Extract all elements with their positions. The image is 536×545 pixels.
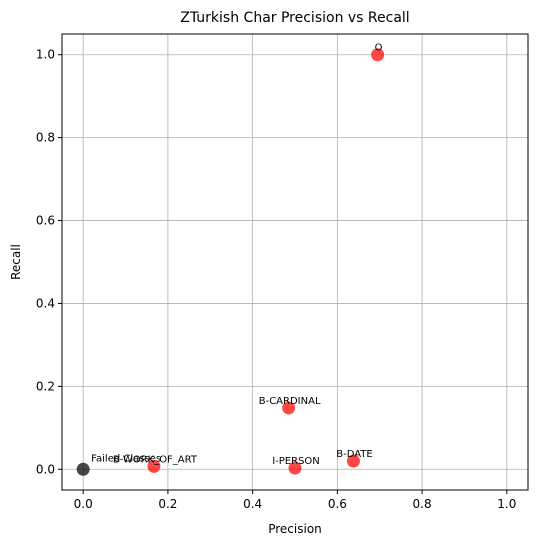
data-point-label: B-WORK_OF_ART <box>113 454 198 465</box>
data-point <box>346 454 360 468</box>
data-point <box>288 461 302 475</box>
data-point <box>371 48 385 62</box>
data-point-label: B-DATE <box>336 449 372 460</box>
y-tick-label: 0.6 <box>36 214 55 228</box>
x-tick-label: 1.0 <box>497 497 516 511</box>
data-point-label: O <box>375 43 383 54</box>
data-point <box>76 462 90 476</box>
data-point-label: B-CARDINAL <box>259 396 321 407</box>
y-tick-label: 0.8 <box>36 131 55 145</box>
y-tick-label: 0.2 <box>36 379 55 393</box>
data-points: O B-CARDINAL B-DATE I-PERSON B-WORK_OF_ARTFa… <box>76 43 385 476</box>
x-tick-label: 0.0 <box>74 497 93 511</box>
data-point-label: Failed Classes <box>91 453 161 464</box>
y-tick-label: 0.4 <box>36 296 55 310</box>
y-tick-label: 0.0 <box>36 462 55 476</box>
x-tick-label: 0.8 <box>413 497 432 511</box>
axis-ticks: 0.0 0.2 0.4 0.6 0.8 1.0 0.0 0.2 0.4 0.6 0.8 1.0 <box>36 48 516 511</box>
x-tick-label: 0.2 <box>158 497 177 511</box>
x-tick-label: 0.6 <box>328 497 347 511</box>
chart-title: ZTurkish Char Precision vs Recall <box>180 10 409 26</box>
data-point <box>282 401 296 415</box>
x-tick-label: 0.4 <box>243 497 262 511</box>
x-axis-label: Precision <box>268 522 322 536</box>
data-point-label: I-PERSON <box>272 456 320 467</box>
plot-frame <box>61 33 529 491</box>
y-tick-label: 1.0 <box>36 48 55 62</box>
data-point <box>147 459 161 473</box>
y-axis-label: Recall <box>9 244 23 280</box>
grid <box>62 34 528 490</box>
